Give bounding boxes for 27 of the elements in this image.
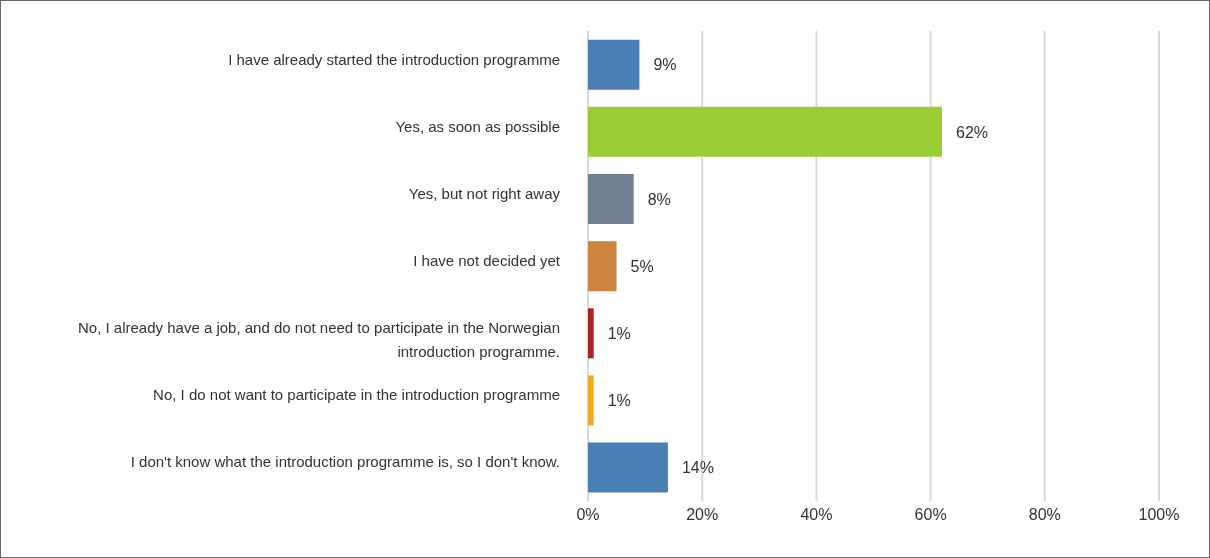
x-tick-label: 80% [1028, 506, 1061, 524]
x-tick-label: 0% [576, 506, 600, 524]
y-tick-label: No, I already have a job, and do not need to participate in the Norwegian introduction programme. [78, 319, 560, 361]
data-label: 1% [607, 324, 631, 342]
y-tick-label: No, I do not want to participate in the introduction programme [153, 386, 560, 404]
bar [588, 442, 668, 493]
y-tick-label: I don't know what the introduction programme is, so I don't know. [130, 453, 560, 471]
data-label: 14% [681, 459, 714, 477]
x-tick-label: 100% [1138, 506, 1180, 524]
x-tick-label: 60% [914, 506, 947, 524]
bar [588, 241, 617, 292]
x-tick-label: 20% [686, 506, 719, 524]
data-label: 8% [647, 190, 671, 208]
bar [588, 39, 640, 90]
data-label: 5% [630, 257, 654, 275]
y-tick-label: Yes, as soon as possible [395, 117, 560, 135]
y-tick-label: I have already started the introduction programme [228, 50, 560, 68]
x-tick-label: 40% [800, 506, 833, 524]
data-label: 1% [607, 392, 631, 410]
bar [588, 375, 594, 426]
y-tick-label: I have not decided yet [413, 252, 561, 269]
bar [588, 308, 594, 359]
bar [588, 174, 634, 225]
bar [588, 106, 943, 157]
y-tick-label: Yes, but not right away [408, 184, 561, 202]
data-label: 62% [956, 123, 989, 141]
data-label: 9% [653, 56, 677, 74]
